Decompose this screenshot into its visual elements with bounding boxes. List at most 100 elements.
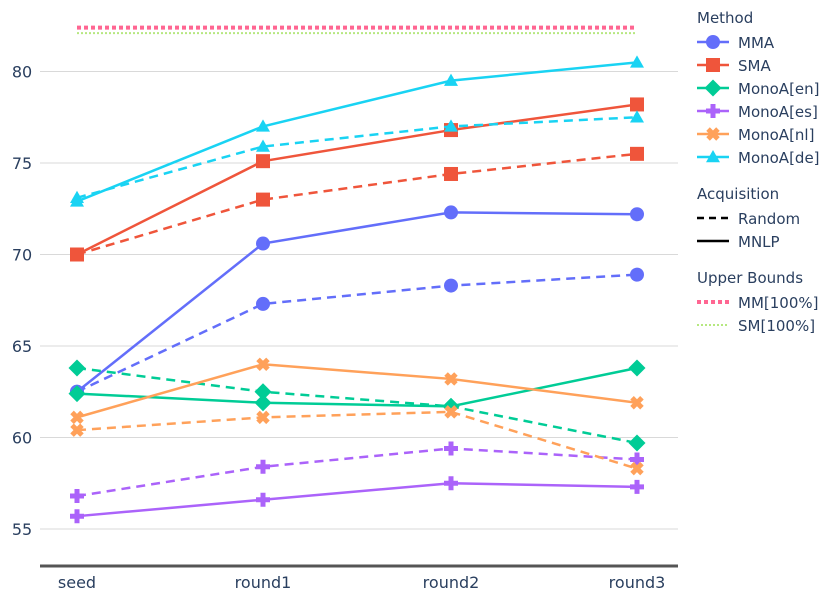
series-monoa-de--random: [70, 110, 644, 204]
data-point: [256, 296, 270, 311]
series-line: [76, 116, 638, 199]
series-line: [76, 410, 638, 470]
data-point: [70, 190, 84, 204]
legend-label: SM[100%]: [738, 317, 815, 335]
data-point: [70, 410, 84, 425]
series-monoa-es--random: [70, 441, 644, 504]
x-tick-label: seed: [58, 573, 96, 592]
y-grid: [40, 71, 678, 530]
x-tick-label: round2: [423, 573, 480, 592]
data-point: [630, 452, 644, 467]
data-point: [630, 207, 644, 222]
legend: Method MMA SMA MonoA[en] MonoA[es] MonoA[nl] M…: [697, 9, 820, 335]
data-point: [630, 396, 644, 410]
series-line: [76, 447, 638, 498]
data-point: [630, 55, 644, 68]
legend-marker: [706, 104, 720, 118]
series-mma-random: [70, 267, 644, 399]
legend-title: Method: [697, 9, 753, 27]
y-tick-label: 70: [12, 246, 32, 265]
legend-item[interactable]: MM[100%]: [697, 294, 818, 312]
data-point: [68, 359, 86, 377]
data-point: [444, 372, 458, 386]
data-point: [256, 357, 270, 372]
y-tick-label: 65: [12, 337, 32, 356]
data-point: [444, 441, 458, 456]
legend-item[interactable]: MonoA[de]: [697, 149, 820, 167]
data-point: [256, 119, 270, 132]
legend-label: Random: [738, 210, 800, 228]
legend-label: MonoA[de]: [738, 149, 820, 167]
data-point: [254, 383, 272, 401]
legend-title: Acquisition: [697, 185, 779, 203]
series-monoa-nl--random: [70, 405, 644, 476]
legend-marker: [706, 35, 720, 49]
series-monoa-nl--mnlp: [70, 357, 644, 425]
legend-item[interactable]: MonoA[en]: [697, 79, 820, 99]
x-tick-label: round1: [235, 573, 292, 592]
legend-item[interactable]: MonoA[nl]: [697, 124, 814, 144]
data-point: [630, 146, 644, 161]
series-line: [76, 211, 638, 393]
x-tick-label: round3: [609, 573, 666, 592]
data-point: [70, 509, 84, 524]
legend-label: MNLP: [738, 233, 780, 251]
data-point: [70, 423, 84, 437]
series-sma-random: [70, 146, 644, 262]
series-monoa-en--mnlp: [68, 359, 646, 415]
legend-item[interactable]: MonoA[es]: [697, 103, 818, 121]
legend-marker: [706, 127, 720, 141]
data-point: [70, 247, 84, 262]
legend-item[interactable]: MMA: [697, 34, 775, 52]
data-point: [256, 154, 270, 169]
data-point: [256, 236, 270, 251]
data-point: [254, 394, 272, 412]
legend-label: MMA: [738, 34, 775, 52]
y-tick-label: 75: [12, 154, 32, 173]
data-point: [256, 410, 270, 425]
series-line: [76, 366, 638, 408]
legend-item[interactable]: SMA: [697, 57, 771, 75]
legend-marker: [706, 58, 720, 72]
y-tick-label: 55: [12, 520, 32, 539]
data-point: [444, 119, 458, 132]
data-point: [70, 489, 84, 504]
data-point: [256, 139, 270, 152]
series-line: [76, 103, 638, 256]
series-line: [76, 61, 638, 203]
legend-item[interactable]: SM[100%]: [697, 317, 815, 335]
data-point: [630, 267, 644, 282]
data-point: [444, 405, 458, 419]
series-line: [76, 366, 638, 445]
data-point: [630, 110, 644, 123]
series-line: [76, 152, 638, 256]
y-tick-label: 80: [12, 63, 32, 82]
data-point: [444, 166, 458, 181]
data-point: [628, 359, 646, 377]
series-mma-mnlp: [70, 205, 644, 399]
data-point: [256, 459, 270, 474]
data-point: [630, 461, 644, 476]
legend-item[interactable]: Random: [697, 210, 800, 228]
series-line: [76, 273, 638, 393]
legend-label: MM[100%]: [738, 294, 818, 312]
data-point: [256, 192, 270, 207]
data-point: [630, 97, 644, 112]
data-point: [444, 278, 458, 293]
legend-marker: [704, 79, 722, 97]
series-line: [76, 481, 638, 518]
legend-label: MonoA[en]: [738, 80, 820, 98]
legend-item[interactable]: MNLP: [697, 233, 780, 251]
series-monoa-de--mnlp: [70, 55, 644, 207]
y-tick-label: 60: [12, 429, 32, 448]
series-monoa-es--mnlp: [70, 476, 644, 524]
legend-marker: [706, 150, 720, 163]
data-point: [444, 73, 458, 86]
data-point: [256, 492, 270, 507]
data-point: [444, 476, 458, 491]
series-line: [76, 363, 638, 419]
legend-title: Upper Bounds: [697, 269, 803, 287]
data-point: [68, 385, 86, 403]
data-point: [630, 479, 644, 494]
